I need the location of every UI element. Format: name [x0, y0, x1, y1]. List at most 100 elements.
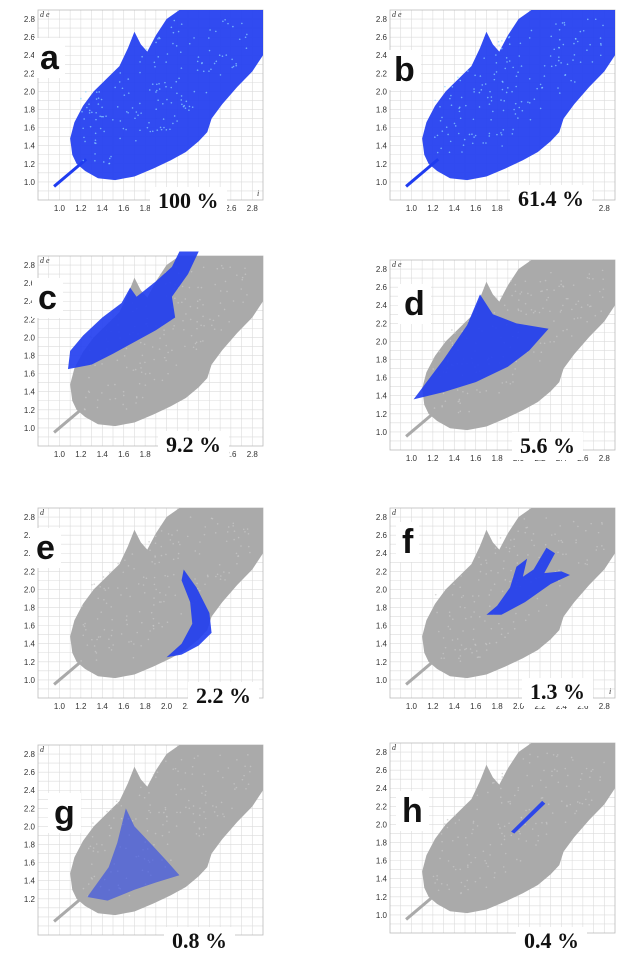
point: [213, 811, 216, 813]
point: [82, 887, 85, 890]
point: [202, 833, 205, 836]
point: [100, 98, 103, 101]
point: [484, 859, 486, 862]
point: [155, 776, 157, 778]
point: [550, 271, 552, 274]
point: [199, 541, 201, 543]
point: [453, 583, 455, 586]
point: [490, 96, 493, 98]
point: [187, 799, 190, 802]
point: [204, 826, 207, 829]
point: [502, 567, 505, 570]
x-tick-label: 2.6: [225, 450, 237, 459]
y-tick-label: 1.4: [376, 875, 388, 884]
point: [149, 130, 152, 133]
point: [514, 290, 517, 293]
point: [514, 283, 517, 286]
point: [133, 568, 135, 570]
point: [588, 791, 590, 793]
diagonal-tail: [405, 408, 440, 438]
point: [125, 366, 128, 369]
highlight-region: [413, 294, 549, 400]
point: [247, 545, 250, 548]
point: [566, 63, 569, 66]
point: [135, 111, 138, 113]
point: [601, 296, 604, 299]
point: [216, 523, 219, 525]
panel-a: 1.0 1.2 1.4 1.6 1.8 2.0 2.2 2.4 2.6 2.8 1.0 1.2 1.4 1…: [20, 2, 270, 222]
point: [242, 301, 244, 304]
point: [113, 817, 115, 819]
point: [177, 541, 180, 543]
y-corner-label: d e: [392, 10, 402, 19]
x-tick-label: 1.6: [470, 454, 482, 463]
point: [516, 554, 519, 557]
point: [159, 126, 162, 129]
point: [182, 105, 185, 108]
point: [459, 410, 462, 413]
point: [165, 61, 167, 63]
point: [476, 825, 479, 827]
point: [179, 811, 182, 814]
x-corner-label: i: [609, 687, 611, 696]
point: [235, 552, 238, 555]
point: [505, 381, 508, 383]
point: [501, 40, 503, 42]
point: [588, 273, 591, 275]
point: [601, 545, 603, 547]
point: [185, 100, 188, 103]
point: [503, 304, 506, 307]
point: [228, 320, 230, 323]
point: [586, 320, 588, 323]
point: [200, 324, 202, 327]
diagonal-tail: [53, 656, 88, 686]
point: [127, 565, 130, 567]
point: [477, 595, 480, 597]
point: [482, 850, 485, 853]
point: [180, 613, 183, 615]
point: [137, 114, 139, 117]
point: [489, 843, 492, 846]
point: [441, 840, 443, 843]
point: [159, 591, 161, 594]
point: [145, 48, 148, 51]
point: [454, 822, 457, 824]
point: [158, 811, 160, 814]
point: [204, 583, 206, 586]
point: [591, 61, 594, 63]
point: [241, 278, 244, 281]
point: [208, 70, 210, 72]
point: [449, 97, 451, 100]
fingerprint-plot: 1.0 1.2 1.4 1.6 1.8 2.0 2.2 2.4 2.6 2.8 1.0 1.2 1.4 1…: [376, 507, 616, 711]
point: [539, 83, 542, 86]
point: [196, 300, 199, 302]
fingerprint-region: [70, 508, 263, 679]
point: [579, 61, 582, 63]
point: [152, 617, 155, 620]
point: [151, 346, 154, 348]
point: [501, 627, 503, 630]
point: [476, 656, 479, 659]
point: [164, 808, 167, 811]
point: [236, 759, 238, 761]
point: [83, 408, 86, 410]
point: [460, 881, 463, 884]
point: [599, 54, 602, 57]
point: [165, 344, 168, 347]
point: [459, 606, 462, 608]
point: [549, 341, 552, 343]
point: [179, 543, 181, 546]
point: [494, 872, 496, 874]
point: [163, 126, 165, 129]
y-tick-label: 2.8: [24, 750, 36, 759]
point: [581, 802, 584, 805]
point: [535, 844, 537, 846]
plot-frame: [37, 507, 264, 699]
point: [138, 382, 141, 385]
point: [192, 812, 195, 815]
point: [434, 99, 437, 102]
fingerprint-plot: 1.0 1.2 1.4 1.6 1.8 2.0 2.2 2.4 2.6 2.8 1.0 1.2 1.4 1…: [24, 9, 264, 213]
point: [504, 852, 507, 855]
point: [144, 373, 147, 375]
point: [532, 533, 535, 535]
